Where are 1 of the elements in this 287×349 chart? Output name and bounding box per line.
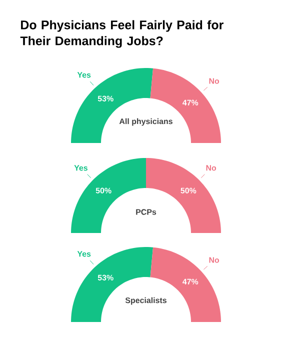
chart-title: Do Physicians Feel Fairly Paid for Their Demanding Jobs? — [20, 20, 224, 48]
